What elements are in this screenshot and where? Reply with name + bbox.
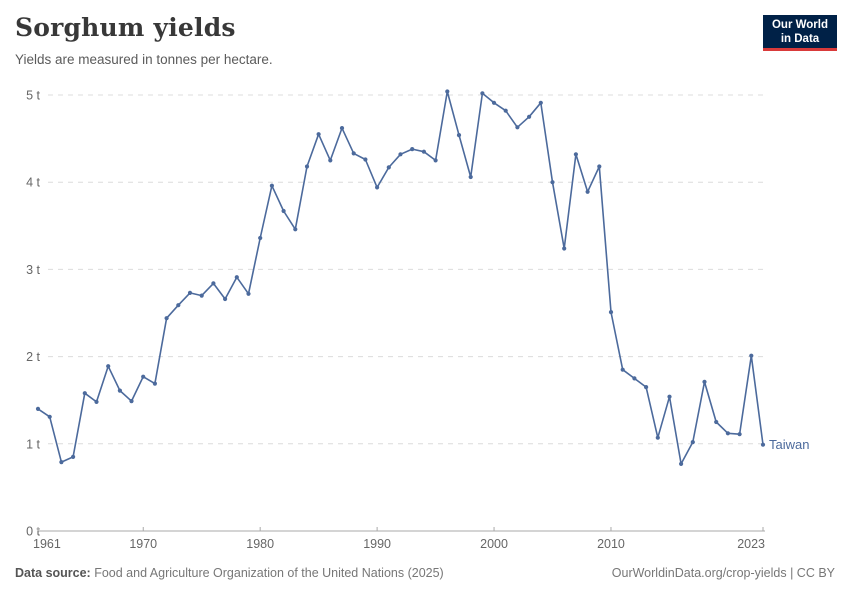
- x-tick-label: 1970: [129, 537, 157, 551]
- data-point[interactable]: [445, 89, 450, 94]
- data-point[interactable]: [667, 394, 672, 399]
- data-point[interactable]: [690, 440, 695, 445]
- data-point[interactable]: [468, 174, 473, 180]
- data-point[interactable]: [421, 149, 426, 154]
- data-point[interactable]: [562, 246, 567, 251]
- data-point[interactable]: [480, 91, 485, 96]
- data-point[interactable]: [71, 454, 76, 459]
- data-point[interactable]: [176, 303, 181, 308]
- data-point[interactable]: [246, 291, 251, 296]
- owid-logo[interactable]: Our World in Data: [763, 15, 837, 51]
- data-point[interactable]: [293, 227, 298, 232]
- data-point[interactable]: [386, 165, 391, 170]
- data-point[interactable]: [655, 435, 660, 440]
- data-point[interactable]: [281, 208, 286, 214]
- data-point[interactable]: [223, 296, 228, 302]
- data-point[interactable]: [620, 367, 625, 372]
- data-source-text: Data source: Food and Agriculture Organi…: [15, 566, 444, 580]
- x-tick-label: 2023: [737, 537, 765, 551]
- data-point[interactable]: [632, 376, 637, 381]
- x-tick-label: 2010: [597, 537, 625, 551]
- data-point[interactable]: [47, 414, 52, 419]
- chart-footer: Data source: Food and Agriculture Organi…: [15, 566, 835, 580]
- data-source-value: Food and Agriculture Organization of the…: [90, 566, 444, 580]
- data-point[interactable]: [410, 147, 415, 152]
- data-point[interactable]: [433, 158, 438, 163]
- x-tick-label: 1990: [363, 537, 391, 551]
- y-tick-label: 0 t: [26, 525, 40, 539]
- owid-logo-line1: Our World: [771, 19, 828, 31]
- data-point[interactable]: [725, 431, 731, 436]
- y-tick-label: 2 t: [26, 350, 40, 364]
- data-point[interactable]: [94, 399, 99, 404]
- y-tick-label: 1 t: [26, 437, 40, 451]
- data-point[interactable]: [59, 460, 64, 465]
- data-point[interactable]: [328, 158, 333, 163]
- data-point[interactable]: [714, 419, 719, 425]
- data-point[interactable]: [199, 293, 204, 298]
- data-point[interactable]: [760, 442, 766, 447]
- data-point[interactable]: [152, 381, 157, 386]
- data-point[interactable]: [129, 399, 134, 404]
- data-point[interactable]: [82, 391, 87, 396]
- data-point[interactable]: [527, 114, 532, 119]
- data-point[interactable]: [141, 374, 146, 379]
- data-point[interactable]: [106, 364, 111, 369]
- data-point[interactable]: [597, 164, 602, 169]
- data-point[interactable]: [351, 151, 356, 156]
- data-point[interactable]: [187, 290, 193, 295]
- owid-logo-line2: in Data: [780, 33, 820, 45]
- data-point[interactable]: [164, 316, 169, 321]
- data-point[interactable]: [398, 152, 403, 157]
- data-point[interactable]: [234, 275, 239, 280]
- data-point[interactable]: [456, 133, 462, 138]
- data-point[interactable]: [211, 281, 216, 286]
- data-point[interactable]: [363, 157, 368, 162]
- x-tick-label: 1980: [246, 537, 274, 551]
- data-point[interactable]: [515, 125, 520, 130]
- data-line-taiwan[interactable]: [37, 90, 764, 465]
- data-point[interactable]: [550, 180, 555, 185]
- data-point[interactable]: [491, 100, 497, 105]
- y-tick-label: 5 t: [26, 89, 40, 103]
- y-tick-label: 3 t: [26, 263, 40, 277]
- data-source-label: Data source:: [15, 566, 91, 580]
- data-point[interactable]: [749, 353, 754, 358]
- data-point[interactable]: [538, 100, 543, 105]
- data-point[interactable]: [375, 185, 380, 190]
- data-point[interactable]: [269, 183, 274, 188]
- data-point[interactable]: [573, 152, 579, 157]
- x-tick-label: 1961: [33, 537, 61, 551]
- data-point[interactable]: [503, 108, 508, 113]
- data-point[interactable]: [339, 126, 345, 131]
- page-title: Sorghum yields: [15, 13, 236, 42]
- series-label-taiwan[interactable]: Taiwan: [769, 437, 809, 452]
- data-point[interactable]: [608, 310, 614, 315]
- data-point[interactable]: [35, 406, 41, 411]
- data-point[interactable]: [316, 132, 321, 137]
- data-point[interactable]: [737, 432, 742, 437]
- chart-subtitle: Yields are measured in tonnes per hectar…: [15, 52, 273, 67]
- y-tick-label: 4 t: [26, 176, 40, 190]
- data-point[interactable]: [585, 189, 590, 194]
- data-point[interactable]: [644, 385, 649, 390]
- owid-link[interactable]: OurWorldinData.org/crop-yields | CC BY: [611, 566, 835, 580]
- data-point[interactable]: [304, 164, 310, 169]
- x-tick-label: 2000: [480, 537, 508, 551]
- data-point[interactable]: [258, 235, 263, 241]
- data-point[interactable]: [702, 379, 707, 384]
- data-point[interactable]: [679, 461, 684, 466]
- data-point[interactable]: [117, 388, 122, 393]
